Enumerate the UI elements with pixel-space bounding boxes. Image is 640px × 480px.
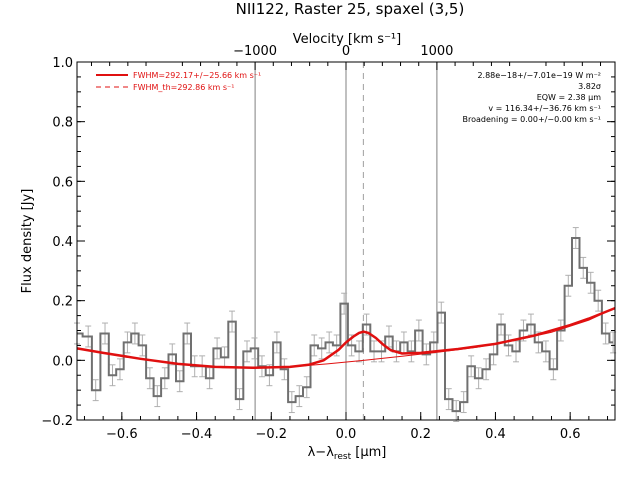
annotation-significance: 3.82σ: [578, 82, 601, 91]
top-tick-label: 1000: [420, 44, 453, 59]
x-tick-label: 0.2: [410, 427, 431, 442]
x-tick-label: −0.6: [106, 427, 138, 442]
x-tick-label: 0.4: [485, 427, 506, 442]
x-tick-label: 0.0: [336, 427, 357, 442]
y-tick-label: 0.6: [52, 175, 73, 190]
legend: FWHM=292.17+/−25.66 km s⁻¹ FWHM_th=292.8…: [96, 71, 261, 92]
x-axis-title: λ−λrest [μm]: [308, 445, 387, 462]
y-axis-title: Flux density [Jy]: [20, 189, 35, 294]
x-tick-label: −0.2: [255, 427, 287, 442]
x-axis-title-subscript: rest: [334, 452, 352, 462]
legend-entry-fit: FWHM=292.17+/−25.66 km s⁻¹: [133, 71, 261, 80]
x-axis-title-main: λ−λ: [308, 445, 335, 460]
y-tick-label: 0.0: [52, 354, 73, 369]
x-axis-title-unit: [μm]: [351, 445, 386, 460]
axes-layer: −0.6 −0.4 −0.2 0.0 0.2 0.4 0.6 −0.2 0.0 0.2 0.4 0.6…: [41, 44, 615, 442]
top-tick-label: 0: [342, 44, 350, 59]
gaussian-fit-curve: [76, 306, 616, 370]
annotation-eqw: EQW = 2.38 μm: [537, 93, 601, 102]
data-layer: [74, 62, 617, 422]
legend-entry-theoretical: FWHM_th=292.86 km s⁻¹: [133, 83, 234, 92]
annotation-broadening: Broadening = 0.00+/−0.00 km s⁻¹: [463, 115, 601, 124]
top-axis-label: Velocity [km s⁻¹]: [293, 32, 401, 47]
y-tick-label: −0.2: [41, 414, 73, 429]
top-tick-label: −1000: [233, 44, 277, 59]
annotation-velocity: v = 116.34+/−36.76 km s⁻¹: [488, 104, 601, 113]
y-tick-label: 0.4: [52, 235, 73, 250]
annotation-box: 2.88e−18+/−7.01e−19 W m⁻² 3.82σ EQW = 2.…: [463, 71, 602, 124]
annotation-flux: 2.88e−18+/−7.01e−19 W m⁻²: [477, 71, 601, 80]
y-tick-label: 0.2: [52, 295, 73, 310]
spectrum-histogram: [77, 237, 614, 413]
x-tick-label: 0.6: [560, 427, 581, 442]
x-tick-label: −0.4: [181, 427, 213, 442]
y-tick-label: 0.8: [52, 116, 73, 131]
y-tick-label: 1.0: [52, 56, 73, 71]
plot-title: NII122, Raster 25, spaxel (3,5): [236, 0, 465, 18]
